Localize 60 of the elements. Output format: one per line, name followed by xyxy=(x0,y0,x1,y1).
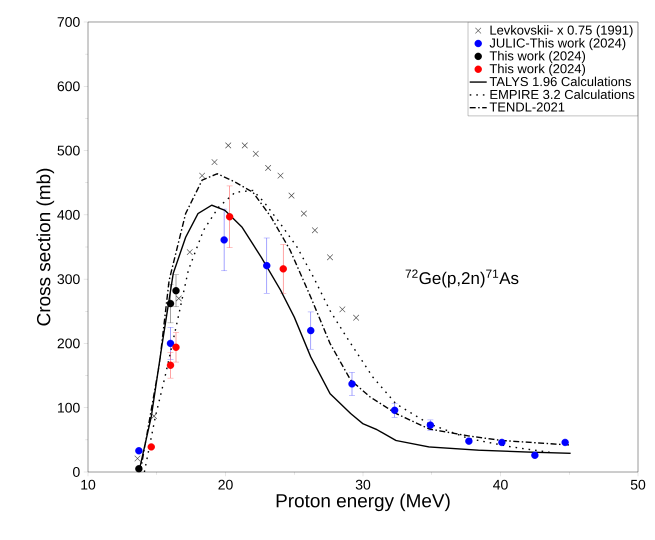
point xyxy=(498,438,506,446)
x-tick-label: 20 xyxy=(218,480,233,490)
point xyxy=(263,262,270,270)
point xyxy=(465,437,473,445)
y-tick-label: 400 xyxy=(57,210,80,220)
point xyxy=(307,326,314,334)
point xyxy=(390,406,398,414)
point xyxy=(225,142,232,149)
point xyxy=(252,150,259,157)
x-tick-label: 50 xyxy=(630,480,646,490)
point xyxy=(265,164,272,172)
point xyxy=(135,447,143,454)
point xyxy=(172,344,180,351)
point xyxy=(148,443,155,451)
point xyxy=(348,380,356,388)
point xyxy=(166,300,174,308)
point xyxy=(426,421,434,429)
legend-label: TALYS 1.96 Calculations xyxy=(490,76,631,86)
y-tick-label: 700 xyxy=(58,17,80,27)
point xyxy=(220,236,228,244)
point xyxy=(176,295,182,302)
point xyxy=(288,192,295,199)
point xyxy=(186,249,193,256)
point xyxy=(166,340,174,348)
point xyxy=(134,455,141,462)
point xyxy=(242,142,248,149)
x-tick-label: 30 xyxy=(356,480,370,490)
y-tick-label: 100 xyxy=(58,402,80,413)
point xyxy=(561,438,569,446)
y-tick-label: 500 xyxy=(58,146,80,156)
x-tick-label: 10 xyxy=(81,480,96,490)
legend-label: TENDL-2021 xyxy=(490,102,564,112)
y-tick-label: 300 xyxy=(57,274,80,284)
point xyxy=(312,227,318,234)
legend-label: EMPIRE 3.2 Calculations xyxy=(490,90,634,100)
y-tick-label: 600 xyxy=(58,81,80,92)
point xyxy=(300,210,307,217)
point xyxy=(226,213,234,220)
legend-label: JULIC-This work (2024) xyxy=(490,38,626,50)
point xyxy=(531,452,539,459)
x-tick-label: 40 xyxy=(493,480,508,490)
point xyxy=(150,412,158,420)
legend-label: This work (2024) xyxy=(490,64,586,76)
point xyxy=(172,287,180,294)
y-tick-label: 0 xyxy=(73,467,80,477)
point xyxy=(135,465,143,472)
y-axis-title: Cross section (mb) xyxy=(36,168,54,326)
y-tick-label: 200 xyxy=(58,338,80,348)
point xyxy=(166,362,174,369)
annotation: $^{72}$Ge(p,2n)$^{71}$As xyxy=(406,269,518,288)
point xyxy=(353,314,360,321)
point xyxy=(339,306,346,312)
point xyxy=(211,159,218,166)
point xyxy=(277,172,284,179)
point xyxy=(326,254,334,260)
legend-label: Levkovskii- x 0.75 (1991) xyxy=(490,25,633,38)
x-axis-title: Proton energy (MeV) xyxy=(276,493,450,512)
point xyxy=(280,265,287,273)
legend-label: This work (2024) xyxy=(490,50,586,63)
point xyxy=(199,172,206,179)
